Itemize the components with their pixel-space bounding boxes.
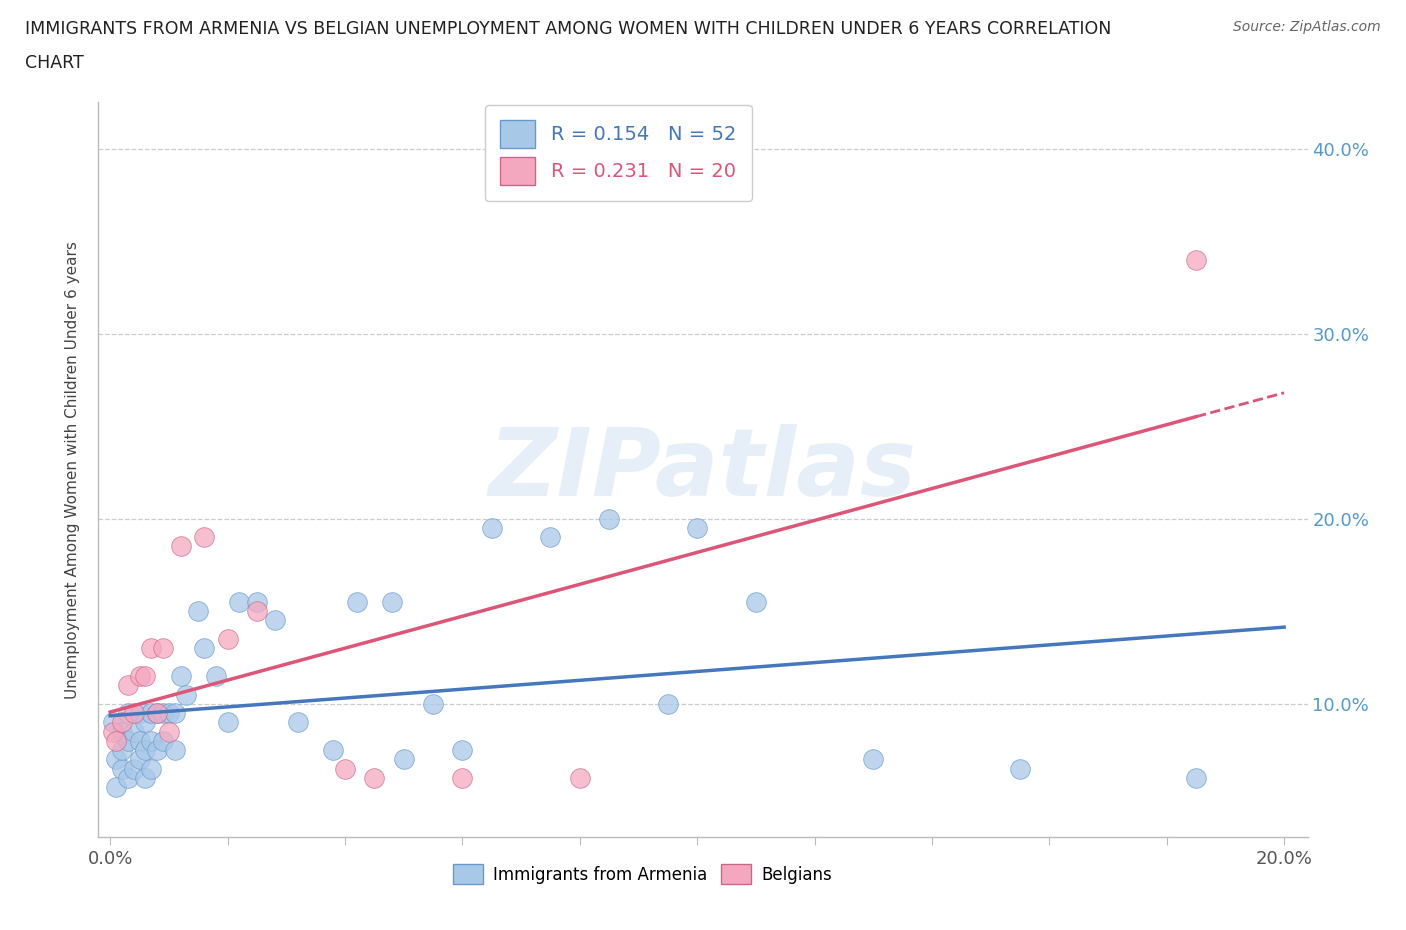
Point — [128, 706, 150, 721]
Point — [105, 734, 128, 749]
Point — [346, 594, 368, 609]
Point — [117, 770, 139, 785]
Point — [686, 521, 709, 536]
Point — [187, 604, 209, 618]
Point — [134, 669, 156, 684]
Point — [111, 742, 134, 757]
Legend: Immigrants from Armenia, Belgians: Immigrants from Armenia, Belgians — [447, 857, 838, 891]
Point — [598, 512, 620, 526]
Point — [1185, 770, 1208, 785]
Point — [1008, 761, 1031, 776]
Point — [122, 761, 145, 776]
Point — [152, 641, 174, 656]
Point — [141, 761, 163, 776]
Point — [105, 779, 128, 794]
Point — [134, 742, 156, 757]
Point — [128, 734, 150, 749]
Point — [111, 724, 134, 739]
Point — [122, 706, 145, 721]
Point — [117, 678, 139, 693]
Y-axis label: Unemployment Among Women with Children Under 6 years: Unemployment Among Women with Children U… — [65, 241, 80, 698]
Point — [128, 751, 150, 766]
Point — [568, 770, 591, 785]
Point — [745, 594, 768, 609]
Point — [141, 706, 163, 721]
Point — [157, 706, 180, 721]
Point — [392, 751, 415, 766]
Point — [422, 697, 444, 711]
Point — [204, 669, 226, 684]
Point — [101, 715, 124, 730]
Point — [246, 594, 269, 609]
Point — [217, 631, 239, 646]
Point — [193, 530, 215, 545]
Point — [163, 706, 186, 721]
Point — [111, 715, 134, 730]
Point — [152, 706, 174, 721]
Point — [152, 734, 174, 749]
Point — [141, 734, 163, 749]
Point — [246, 604, 269, 618]
Point — [287, 715, 309, 730]
Point — [111, 761, 134, 776]
Point — [363, 770, 385, 785]
Point — [122, 724, 145, 739]
Point — [146, 706, 169, 721]
Point — [1185, 252, 1208, 267]
Point — [176, 687, 198, 702]
Point — [333, 761, 356, 776]
Point — [105, 751, 128, 766]
Point — [322, 742, 344, 757]
Point — [163, 742, 186, 757]
Point — [481, 521, 503, 536]
Point — [451, 742, 474, 757]
Point — [217, 715, 239, 730]
Point — [538, 530, 561, 545]
Text: CHART: CHART — [25, 54, 84, 72]
Point — [141, 641, 163, 656]
Text: ZIPatlas: ZIPatlas — [489, 424, 917, 515]
Point — [451, 770, 474, 785]
Point — [169, 669, 191, 684]
Point — [193, 641, 215, 656]
Text: Source: ZipAtlas.com: Source: ZipAtlas.com — [1233, 20, 1381, 34]
Point — [134, 770, 156, 785]
Text: IMMIGRANTS FROM ARMENIA VS BELGIAN UNEMPLOYMENT AMONG WOMEN WITH CHILDREN UNDER : IMMIGRANTS FROM ARMENIA VS BELGIAN UNEMP… — [25, 20, 1112, 38]
Point — [862, 751, 884, 766]
Point — [101, 724, 124, 739]
Point — [128, 669, 150, 684]
Point — [228, 594, 250, 609]
Point — [134, 715, 156, 730]
Point — [381, 594, 404, 609]
Point — [169, 539, 191, 554]
Point — [263, 613, 285, 628]
Point — [157, 724, 180, 739]
Point — [117, 734, 139, 749]
Point — [117, 706, 139, 721]
Point — [657, 697, 679, 711]
Point — [146, 742, 169, 757]
Point — [146, 706, 169, 721]
